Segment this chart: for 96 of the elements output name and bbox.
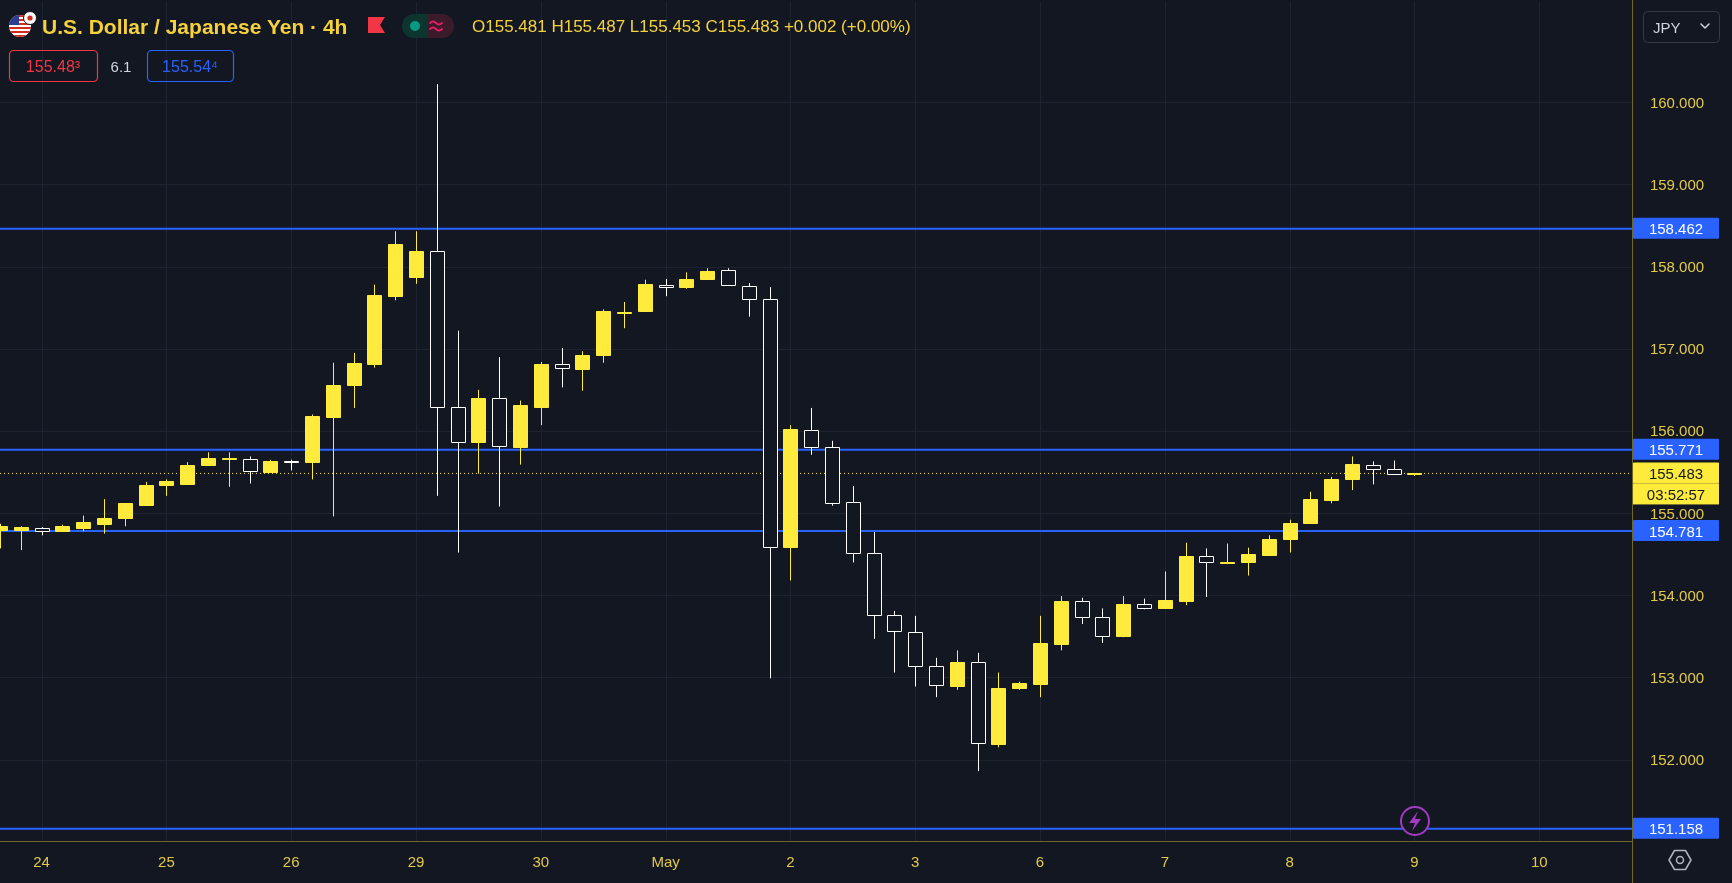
candlestick xyxy=(659,278,674,297)
candlestick xyxy=(513,400,528,466)
x-tick-label: 29 xyxy=(407,852,425,870)
candlestick xyxy=(1241,547,1256,577)
candlestick xyxy=(76,515,91,532)
candlestick xyxy=(1262,534,1277,557)
candlestick xyxy=(347,352,362,409)
x-tick-label: 9 xyxy=(1410,852,1419,870)
candlestick xyxy=(575,350,590,392)
candlestick xyxy=(1054,595,1069,651)
y-tick-label: 152.000 xyxy=(1649,751,1705,769)
candlestick xyxy=(721,267,736,286)
candlestick xyxy=(1407,472,1422,477)
candlestick xyxy=(1033,615,1048,698)
annotation: 6.1 xyxy=(110,57,132,75)
annotation: 155.48³ xyxy=(25,57,81,75)
candlestick xyxy=(1199,547,1214,598)
y-tick-label: 155.000 xyxy=(1649,504,1705,522)
candlestick xyxy=(388,230,403,301)
x-tick-label: 6 xyxy=(1035,852,1045,870)
x-tick-label: 8 xyxy=(1285,852,1294,870)
x-tick-label: 26 xyxy=(282,852,300,870)
candlestick xyxy=(1137,598,1152,610)
candlestick xyxy=(1075,597,1090,625)
y-tick-label: 160.000 xyxy=(1649,93,1705,111)
candlestick xyxy=(1283,519,1298,554)
candlestick xyxy=(1095,607,1110,644)
candlestick xyxy=(971,652,986,772)
candlestick xyxy=(617,301,632,329)
candlestick xyxy=(430,83,445,497)
text: O155.481 H155.487 L155.453 C155.483 +0.002 (+0.00%) xyxy=(472,16,911,36)
ref-line-label: 154.781 xyxy=(1648,522,1704,540)
candlestick xyxy=(534,361,549,426)
candlestick xyxy=(804,407,819,456)
candlestick xyxy=(35,526,50,536)
y-tick-label: 154.000 xyxy=(1649,586,1705,604)
x-tick-label: 3 xyxy=(911,852,920,870)
candlestick xyxy=(139,481,154,507)
candlestick xyxy=(929,657,944,698)
candlestick xyxy=(1324,476,1339,504)
candlestick xyxy=(991,672,1006,748)
ref-line-label: 155.771 xyxy=(1648,441,1704,459)
candlestick xyxy=(118,502,133,527)
candlestick xyxy=(638,279,653,313)
candlestick xyxy=(908,615,923,688)
text: JPY xyxy=(1653,18,1681,36)
ref-line-label: 155.483 xyxy=(1648,464,1704,482)
candlestick xyxy=(55,524,70,533)
x-tick-label: 7 xyxy=(1160,852,1169,870)
candlestick xyxy=(783,424,798,582)
x-tick-label: 30 xyxy=(532,852,550,870)
candlestick xyxy=(243,455,258,485)
candlestick xyxy=(159,478,174,497)
candlestick xyxy=(1012,681,1027,691)
candlestick xyxy=(555,347,570,388)
x-tick-label: 24 xyxy=(33,852,50,870)
x-tick-label: 25 xyxy=(158,852,175,870)
candlestick xyxy=(284,459,299,471)
candlestick xyxy=(367,284,382,369)
candlestick xyxy=(700,267,715,281)
text: 03:52:57 xyxy=(1646,485,1706,503)
candlestick xyxy=(1220,543,1235,565)
candlestick xyxy=(97,498,112,535)
candlestick xyxy=(596,308,611,364)
candlestick xyxy=(679,271,694,290)
ref-line-label: 158.462 xyxy=(1648,220,1704,238)
candlestick xyxy=(201,451,216,466)
candlestick xyxy=(763,286,778,679)
y-tick-label: 157.000 xyxy=(1649,340,1705,358)
y-tick-label: 156.000 xyxy=(1649,422,1705,440)
ref-line-label: 151.158 xyxy=(1648,820,1704,838)
candlestick xyxy=(1179,542,1194,606)
candlestick xyxy=(887,610,902,674)
y-tick-label: 153.000 xyxy=(1649,668,1705,686)
candlestick xyxy=(1387,460,1402,475)
x-tick-label: May xyxy=(651,852,681,870)
candlestick xyxy=(14,525,29,551)
x-tick-label: 10 xyxy=(1530,852,1548,870)
candlestick xyxy=(305,414,320,480)
text: U.S. Dollar / Japanese Yen · 4h xyxy=(42,14,348,38)
candlestick xyxy=(742,282,757,318)
candlestick xyxy=(1116,595,1131,638)
candlestick xyxy=(409,230,424,285)
candlestick xyxy=(825,440,840,507)
annotation: 155.54⁴ xyxy=(162,57,219,75)
candlestick xyxy=(1366,460,1381,485)
y-tick-label: 159.000 xyxy=(1649,175,1705,193)
candlestick xyxy=(1303,491,1318,525)
candlestick xyxy=(451,330,466,554)
candlestick xyxy=(492,356,507,508)
candlestick xyxy=(1158,570,1173,609)
candlestick xyxy=(867,531,882,640)
y-tick-label: 158.000 xyxy=(1649,258,1705,276)
candlestick xyxy=(846,485,861,563)
x-tick-label: 2 xyxy=(786,852,795,870)
candlestick xyxy=(950,649,965,691)
